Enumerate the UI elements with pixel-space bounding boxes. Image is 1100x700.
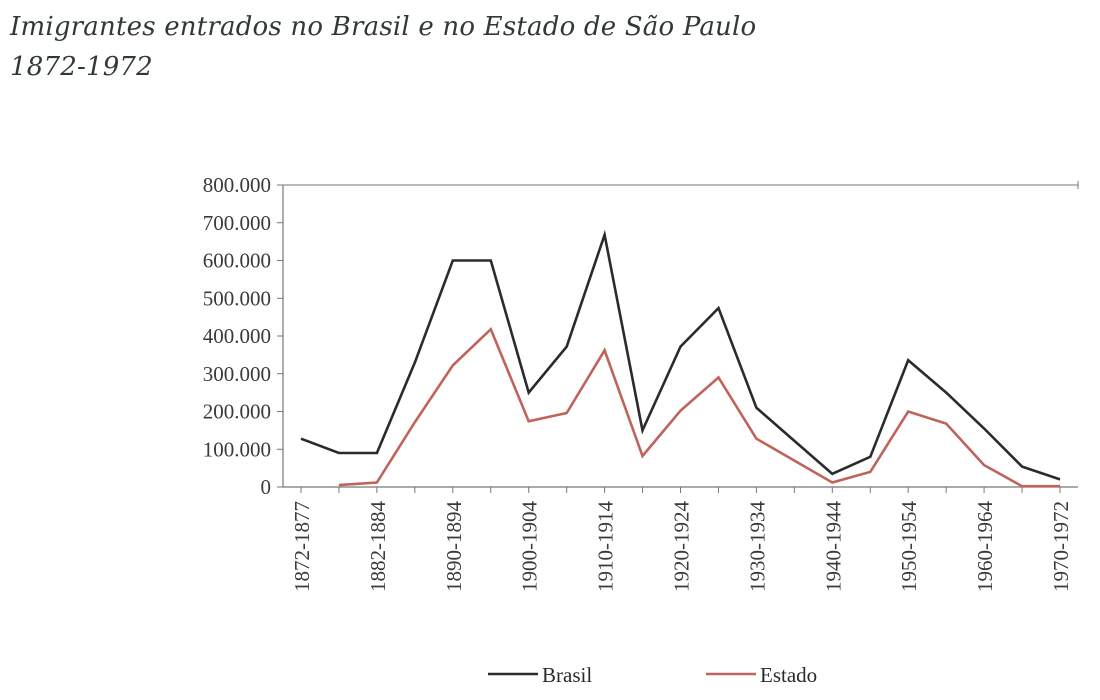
y-tick-label: 500.000 — [203, 286, 271, 310]
series-line-brasil — [300, 229, 1061, 481]
x-tick-label: 1940-1944 — [821, 501, 845, 592]
series-line-estado — [338, 326, 1060, 488]
x-tick-label: 1930-1934 — [745, 501, 769, 592]
x-tick-label: 1872-1877 — [290, 501, 314, 592]
chart-subtitle: 1872-1972 — [10, 52, 153, 82]
y-tick-label: 600.000 — [203, 249, 271, 273]
x-tick-label: 1960-1964 — [973, 501, 997, 592]
y-tick-label: 400.000 — [203, 324, 271, 348]
x-tick-label: 1920-1924 — [670, 501, 694, 592]
x-tick-label: 1910-1914 — [594, 501, 618, 592]
x-tick-label: 1890-1894 — [442, 501, 466, 592]
y-tick-label: 200.000 — [203, 400, 271, 424]
x-tick-label: 1950-1954 — [897, 501, 921, 592]
chart-title: Imigrantes entrados no Brasil e no Estad… — [10, 12, 757, 42]
y-tick-label: 0 — [261, 475, 272, 499]
legend-label-brasil: Brasil — [542, 663, 592, 687]
y-tick-label: 700.000 — [203, 211, 271, 235]
y-tick-label: 800.000 — [203, 173, 271, 197]
y-tick-label: 100.000 — [203, 437, 271, 461]
y-tick-label: 300.000 — [203, 362, 271, 386]
legend-label-estado: Estado — [760, 663, 817, 687]
x-tick-label: 1882-1884 — [366, 501, 390, 592]
x-tick-label: 1970-1972 — [1049, 501, 1073, 592]
x-tick-label: 1900-1904 — [518, 501, 542, 592]
